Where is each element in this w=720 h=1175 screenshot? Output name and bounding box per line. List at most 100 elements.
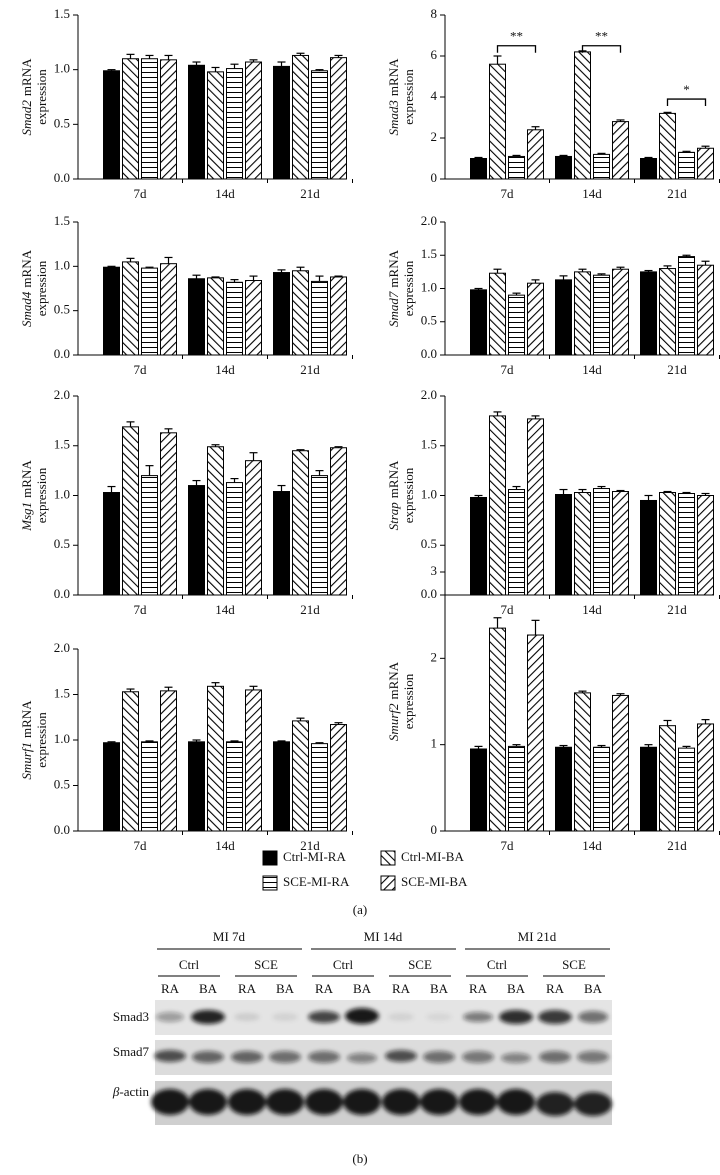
- bar: [245, 61, 262, 180]
- bar: [470, 289, 487, 356]
- significance-label: **: [595, 29, 608, 44]
- legend-label: SCE-MI-BA: [401, 874, 468, 889]
- bar: [160, 690, 177, 832]
- bar: [273, 272, 290, 356]
- x-tick-label: 7d: [501, 362, 515, 377]
- bar: [470, 158, 487, 180]
- bar: [697, 723, 714, 832]
- bar: [612, 694, 629, 832]
- bar: [226, 741, 243, 832]
- x-tick-label: 21d: [300, 838, 320, 853]
- y-axis-label: expression: [401, 673, 416, 729]
- bar: [207, 685, 224, 832]
- blot-lane-label: RA: [546, 981, 565, 996]
- x-tick-label: 14d: [215, 838, 235, 853]
- bar: [678, 256, 695, 356]
- bar: [593, 488, 610, 596]
- y-tick-label: 2.0: [421, 387, 437, 402]
- bar: [160, 59, 177, 180]
- bar: [574, 271, 591, 356]
- bar: [311, 280, 328, 356]
- y-axis-label: expression: [34, 260, 49, 316]
- blot-subgroup-label: Ctrl: [487, 957, 508, 972]
- y-tick-label: 1.0: [54, 731, 70, 746]
- y-axis-label: Msg1 mRNA: [19, 460, 34, 532]
- y-tick-label: 1.0: [54, 486, 70, 501]
- blot-lane-label: RA: [392, 981, 411, 996]
- bar: [141, 267, 158, 356]
- y-tick-label: 1.0: [54, 61, 70, 76]
- y-tick-label: 1.5: [54, 213, 70, 228]
- y-axis-label: expression: [401, 260, 416, 316]
- x-tick-label: 14d: [582, 838, 602, 853]
- y-tick-label: 2.0: [54, 387, 70, 402]
- blot-lane-label: RA: [469, 981, 488, 996]
- bar: [292, 720, 309, 832]
- blot-lane-label: BA: [507, 981, 526, 996]
- bar: [470, 748, 487, 832]
- x-tick-label: 21d: [667, 186, 687, 201]
- bar: [659, 725, 676, 832]
- significance-label: **: [510, 29, 523, 44]
- y-axis-label: Smurf1 mRNA: [19, 700, 34, 780]
- significance-bracket: [496, 45, 537, 53]
- x-tick-label: 14d: [582, 602, 602, 617]
- bar: [103, 742, 120, 832]
- bar: [640, 158, 657, 180]
- bar: [508, 294, 525, 356]
- blot-subgroup-label: Ctrl: [333, 957, 354, 972]
- bar: [226, 482, 243, 596]
- y-tick-label: 0.5: [421, 313, 437, 328]
- y-tick-label: 0.5: [54, 776, 70, 791]
- bar: [470, 496, 487, 596]
- legend-swatch: [380, 850, 396, 866]
- bar: [527, 418, 544, 596]
- y-tick-label: 1.0: [421, 486, 437, 501]
- y-tick-label: 0.0: [54, 822, 70, 837]
- bar: [141, 475, 158, 596]
- y-axis-label: expression: [34, 69, 49, 125]
- bar: [245, 689, 262, 832]
- significance-label: *: [683, 82, 690, 97]
- y-axis-label: Smad7 mRNA: [386, 249, 401, 327]
- y-tick-label: 2.0: [54, 640, 70, 655]
- y-axis-label: Smad3 mRNA: [386, 58, 401, 136]
- bar: [188, 485, 205, 596]
- bar: [141, 58, 158, 180]
- y-tick-label: 2.0: [421, 213, 437, 228]
- blot-lane-label: BA: [276, 981, 295, 996]
- bar: [292, 270, 309, 356]
- bar: [330, 724, 347, 832]
- y-tick-label: 0.5: [421, 536, 437, 551]
- y-tick-label: 1.5: [54, 6, 70, 21]
- significance-bracket: [581, 45, 622, 53]
- blot-group-label: MI 14d: [364, 929, 403, 944]
- x-tick-label: 14d: [582, 186, 602, 201]
- x-tick-label: 21d: [300, 602, 320, 617]
- bar: [273, 741, 290, 832]
- bar: [103, 266, 120, 356]
- y-tick-label: 1.0: [421, 279, 437, 294]
- y-tick-label: 2: [431, 649, 438, 664]
- x-tick-label: 14d: [215, 362, 235, 377]
- bar: [103, 70, 120, 180]
- y-tick-label: 0.0: [54, 170, 70, 185]
- bar: [697, 495, 714, 596]
- bar: [188, 741, 205, 832]
- bar: [292, 450, 309, 596]
- y-tick-label: 6: [431, 47, 438, 62]
- x-tick-label: 7d: [134, 602, 148, 617]
- y-label-gene: Smurf1: [19, 742, 34, 780]
- bar: [678, 151, 695, 180]
- y-tick-label: 2: [431, 129, 438, 144]
- bar: [508, 745, 525, 832]
- bar: [245, 460, 262, 596]
- y-axis-label: Smurf2 mRNA: [386, 661, 401, 741]
- bar: [188, 278, 205, 356]
- blot-lane-label: RA: [315, 981, 334, 996]
- bar: [122, 426, 139, 596]
- x-tick-label: 14d: [582, 362, 602, 377]
- bar: [292, 54, 309, 180]
- bar: [574, 492, 591, 596]
- bar: [160, 432, 177, 596]
